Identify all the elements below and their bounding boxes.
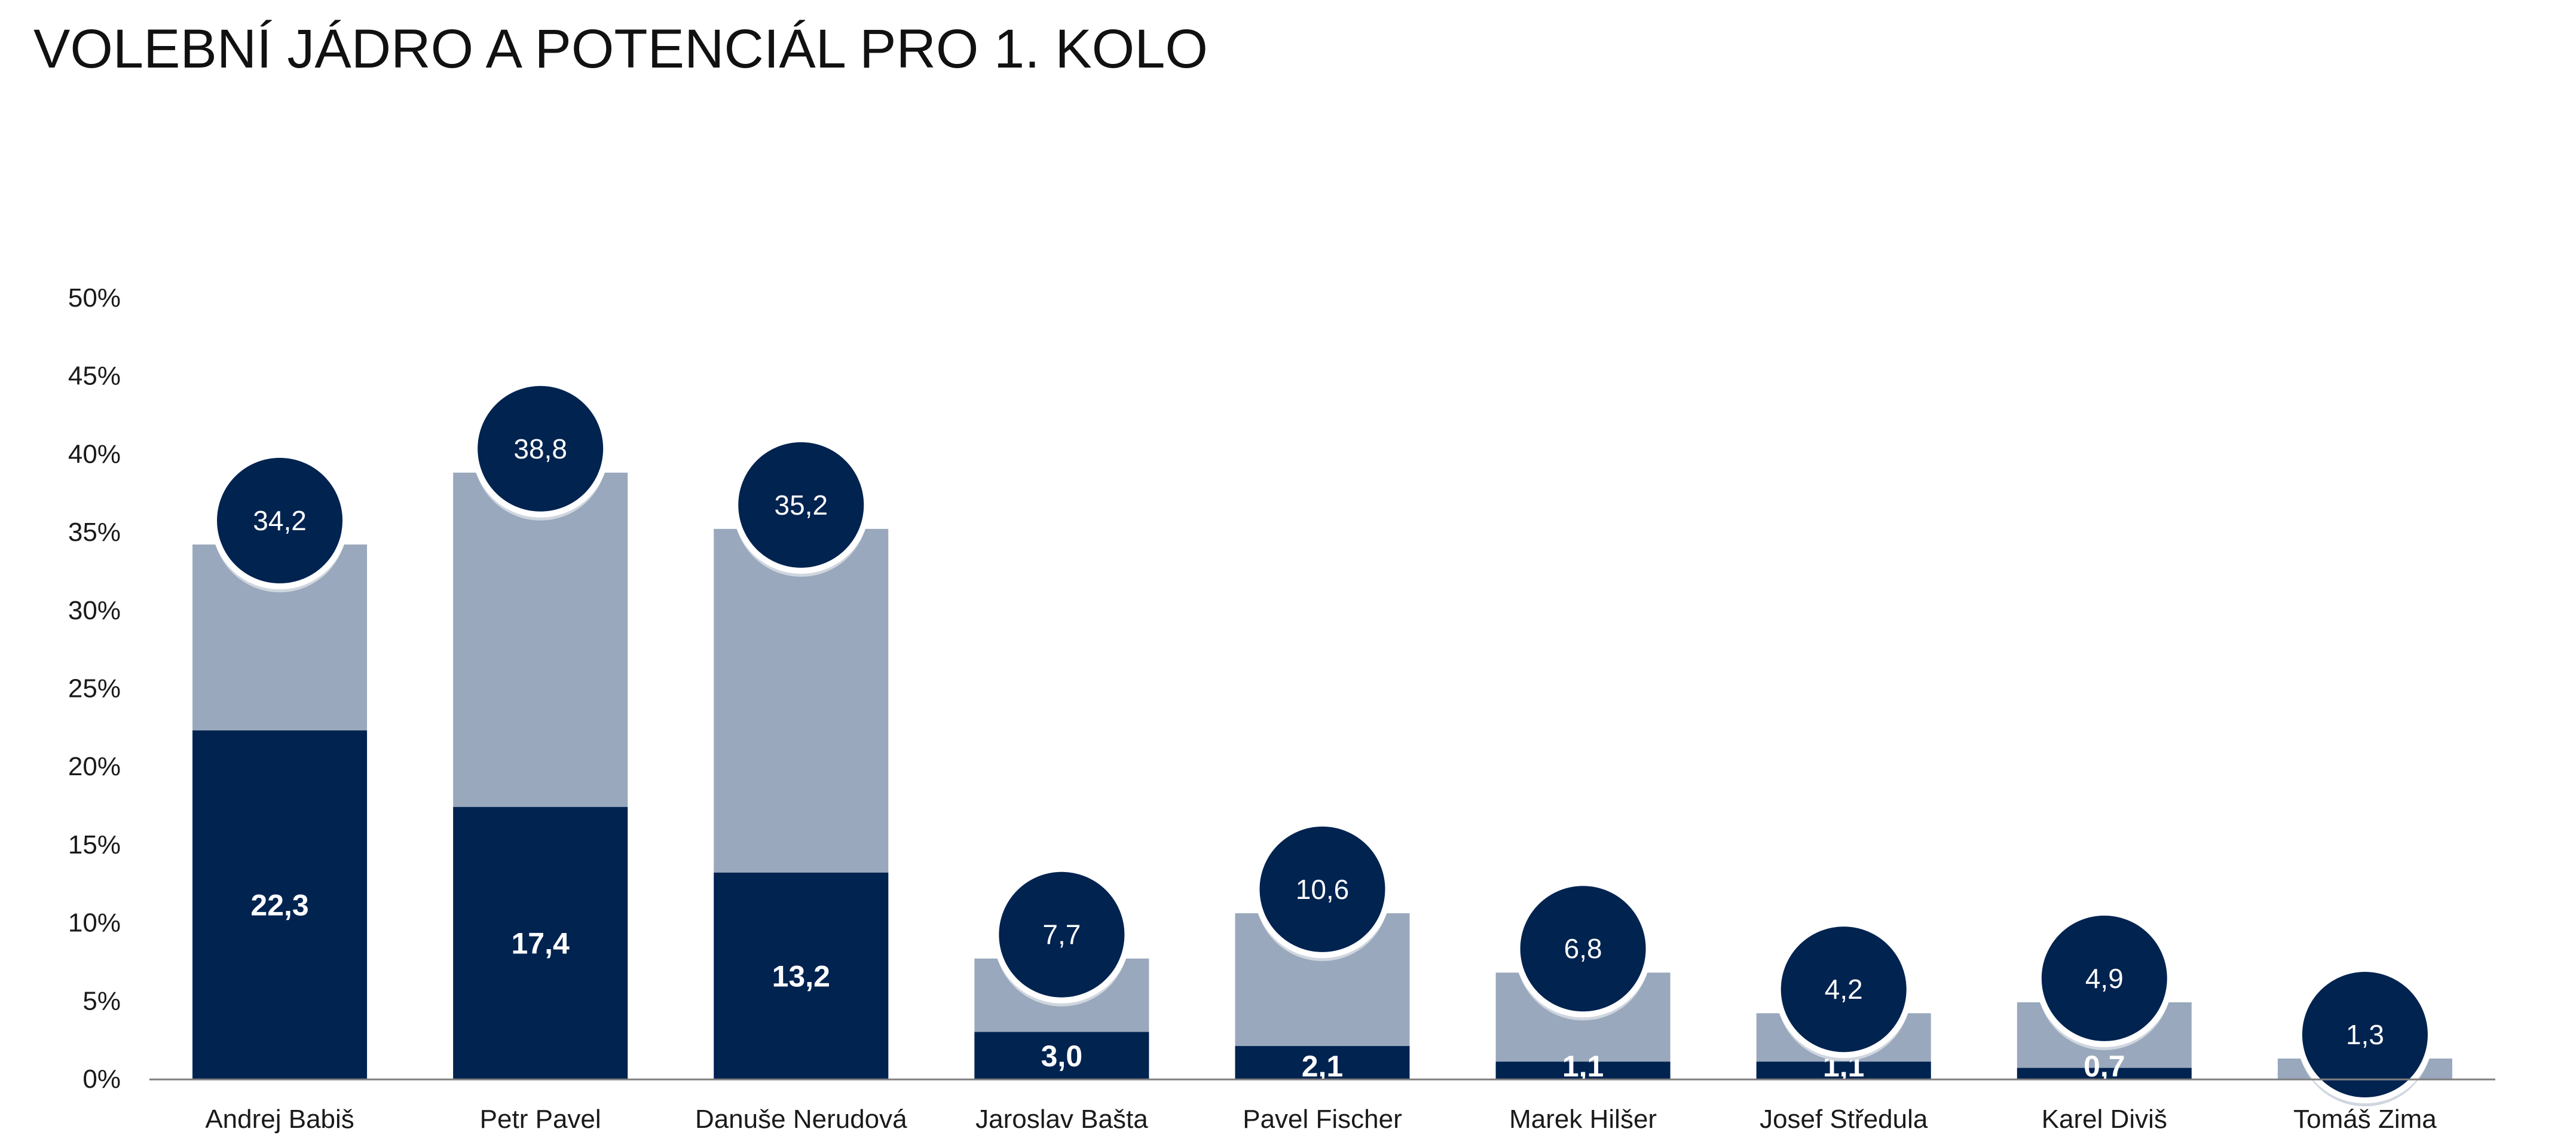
core-bar [1235,1046,1410,1079]
y-tick-label: 30% [68,596,121,625]
potential-value-label: 35,2 [775,490,828,521]
potential-bubble [1514,880,1652,1018]
x-tick-label: Karel Diviš [2042,1105,2167,1134]
y-tick-label: 0% [82,1065,121,1094]
potential-bubble [1253,820,1391,958]
potential-bubble [1775,920,1913,1059]
potential-value-label: 10,6 [1296,874,1350,905]
x-tick-label: Tomáš Zima [2293,1105,2437,1134]
potential-value-label: 1,3 [2346,1019,2384,1050]
y-tick-label: 35% [68,518,121,547]
x-tick-label: Danuše Nerudová [695,1105,907,1134]
y-tick-label: 40% [68,439,121,469]
potential-value-label: 7,7 [1042,919,1081,950]
potential-bubble [2035,909,2173,1047]
core-value-label: 22,3 [250,889,308,922]
core-bar [1756,1062,1931,1079]
core-bar [714,872,889,1079]
bars: 22,3 34,2 17,4 38,8 13,2 35,2 3,0 7,7 2,1 10,6 1,1… [192,380,2452,1107]
y-tick-label: 45% [68,362,121,391]
potential-value-label: 38,8 [513,433,567,464]
core-value-label: 17,4 [512,927,570,961]
y-axis: 0% 5% 10% 15% 20% 25% 30% 35% 40% 45% 50% [68,283,121,1094]
x-tick-label: Jaroslav Bašta [975,1105,1148,1134]
y-tick-label: 5% [82,986,121,1015]
y-tick-label: 20% [68,752,121,781]
core-value-label: 0,7 [2084,1050,2125,1083]
x-tick-label: Pavel Fischer [1243,1105,1402,1134]
potential-bubble [2296,966,2434,1104]
x-tick-label: Marek Hilšer [1509,1105,1657,1134]
x-tick-label: Josef Středula [1760,1105,1928,1134]
y-tick-label: 10% [68,909,121,938]
core-value-label: 13,2 [772,959,830,993]
potential-value-label: 34,2 [253,505,307,536]
core-bar [1495,1062,1671,1079]
core-bar [974,1032,1149,1079]
potential-bubble [472,380,610,518]
potential-value-label: 6,8 [1564,933,1602,964]
potential-bubble [732,436,870,574]
x-tick-label: Petr Pavel [480,1105,601,1134]
core-value-label: 2,1 [1302,1050,1344,1083]
core-value-label: 1,1 [1562,1050,1604,1083]
y-tick-label: 25% [68,674,121,703]
core-bar [453,807,628,1079]
core-bar [2017,1067,2192,1079]
chart-title: VOLEBNÍ JÁDRO A POTENCIÁL PRO 1. KOLO [33,19,1208,79]
potential-bubble [211,452,349,590]
potential-value-label: 4,9 [2085,963,2124,994]
core-bar [192,730,368,1079]
y-tick-label: 50% [68,283,121,313]
x-tick-label: Andrej Babiš [205,1105,354,1134]
x-axis: Andrej Babiš Petr Pavel Danuše Nerudová Jar… [205,1105,2437,1134]
potential-value-label: 4,2 [1825,974,1863,1005]
potential-bubble [993,865,1131,1004]
y-tick-label: 15% [68,830,121,859]
core-value-label: 3,0 [1041,1039,1083,1073]
